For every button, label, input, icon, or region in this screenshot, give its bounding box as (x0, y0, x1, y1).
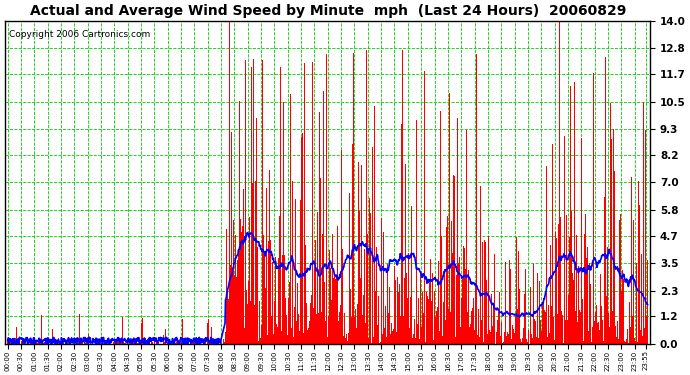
Title: Actual and Average Wind Speed by Minute  mph  (Last 24 Hours)  20060829: Actual and Average Wind Speed by Minute … (30, 4, 626, 18)
Text: Copyright 2006 Cartronics.com: Copyright 2006 Cartronics.com (8, 30, 150, 39)
